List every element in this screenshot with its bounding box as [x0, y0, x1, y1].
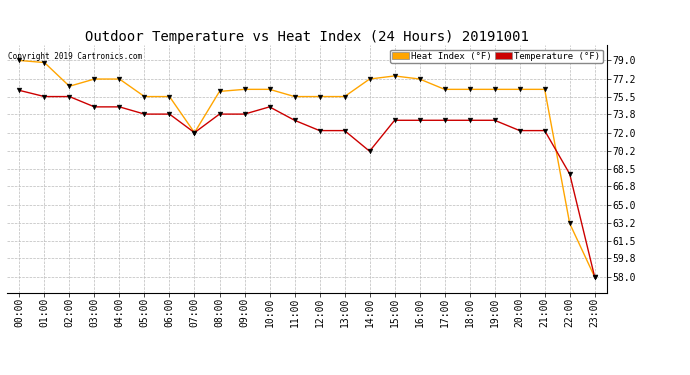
Legend: Heat Index (°F), Temperature (°F): Heat Index (°F), Temperature (°F): [390, 50, 602, 63]
Title: Outdoor Temperature vs Heat Index (24 Hours) 20191001: Outdoor Temperature vs Heat Index (24 Ho…: [85, 30, 529, 44]
Text: Copyright 2019 Cartronics.com: Copyright 2019 Cartronics.com: [8, 53, 141, 62]
